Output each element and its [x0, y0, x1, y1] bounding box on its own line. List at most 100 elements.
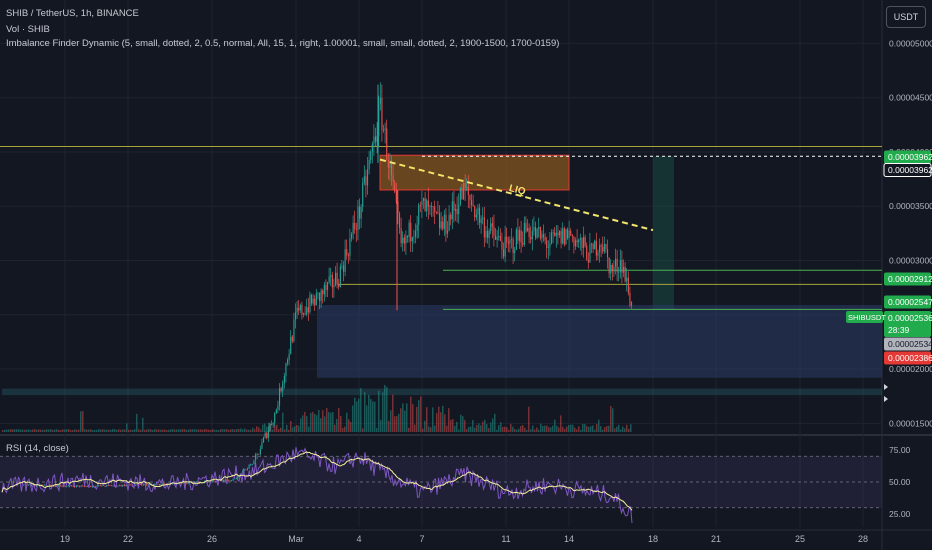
volume-bar [462, 416, 464, 432]
candle-body [408, 222, 410, 237]
candle-body [450, 214, 452, 220]
candle-body [565, 229, 567, 245]
volume-bar [472, 419, 474, 432]
candle-body [562, 228, 564, 244]
volume-bar [362, 428, 364, 432]
volume-bar [420, 396, 422, 432]
candle-body [23, 484, 25, 486]
candle-body [383, 129, 385, 131]
candle-body [107, 485, 109, 486]
time-tick-label: 4 [356, 534, 361, 544]
candle-body [91, 485, 93, 487]
volume-bar [340, 416, 342, 432]
candle-body [303, 313, 305, 315]
volume-bar [248, 429, 250, 432]
candle-body [490, 223, 492, 231]
candle-body [365, 176, 367, 186]
price-label-text: 0.00003962 [888, 152, 932, 162]
volume-bar [446, 425, 448, 432]
last-price-text: 0.00002536 [888, 313, 932, 323]
price-label-badge [884, 351, 931, 365]
volume-bar [358, 398, 360, 432]
candle-body [599, 245, 601, 253]
candle-body [491, 223, 493, 227]
time-tick-label: 11 [501, 534, 510, 544]
candle-body [493, 226, 495, 236]
candle-body [399, 213, 401, 228]
volume-bar [606, 425, 608, 432]
volume-bar [570, 424, 572, 432]
candle-body [575, 240, 577, 247]
candle-body [195, 481, 197, 483]
volume-bar [50, 429, 52, 432]
candle-body [187, 482, 189, 484]
candle-body [363, 176, 365, 183]
price-tick-label: 0.00004500 [889, 93, 932, 103]
volume-bar [588, 427, 590, 432]
candle-body [207, 481, 209, 483]
volume-bar [618, 424, 620, 432]
volume-bar [418, 400, 420, 432]
volume-bar [96, 429, 98, 432]
volume-bar [244, 428, 246, 432]
candle-body [274, 413, 276, 423]
volume-bar [552, 425, 554, 432]
candle-body [333, 285, 335, 288]
volume-bar [228, 429, 230, 432]
candle-body [237, 476, 239, 479]
candle-body [53, 485, 55, 487]
volume-bar [136, 413, 138, 432]
volume-bar [144, 429, 146, 432]
candle-body [482, 217, 484, 219]
volume-bar [270, 424, 272, 432]
volume-bar [194, 429, 196, 432]
candle-body [471, 200, 473, 205]
candle-body [392, 175, 394, 182]
axis-marker-icon [884, 384, 888, 390]
candle-body [325, 284, 327, 290]
candle-body [439, 213, 441, 229]
volume-bar [218, 429, 220, 432]
volume-bar [324, 416, 326, 432]
volume-bar [532, 425, 534, 432]
candle-body [514, 249, 516, 254]
currency-button[interactable]: USDT [886, 6, 926, 28]
volume-bar [34, 429, 36, 432]
volume-bar [422, 428, 424, 432]
candle-body [34, 484, 36, 487]
candle-body [66, 486, 68, 487]
volume-bar [176, 429, 178, 432]
candle-body [192, 481, 194, 484]
volume-bar [234, 429, 236, 432]
volume-bar [160, 429, 162, 432]
volume-bar [306, 416, 308, 432]
volume-bar [230, 429, 232, 432]
candle-body [619, 260, 621, 272]
volume-bar [624, 428, 626, 432]
volume-bar [296, 424, 298, 432]
candle-body [240, 473, 242, 476]
candle-body [295, 312, 297, 320]
volume-bar [434, 425, 436, 432]
candle-body [475, 214, 477, 218]
volume-bar [82, 411, 84, 432]
volume-bar [574, 427, 576, 432]
volume-bar [40, 429, 42, 432]
candle-body [523, 222, 525, 245]
candle-body [90, 485, 92, 487]
candle-body [434, 206, 436, 212]
candle-body [71, 485, 73, 487]
volume-bar [478, 423, 480, 432]
candle-body [411, 237, 413, 242]
volume-bar [568, 425, 570, 432]
candle-body [375, 136, 377, 142]
time-tick-label: 7 [419, 534, 424, 544]
volume-bar [376, 427, 378, 432]
volume-bar [8, 429, 10, 432]
volume-bar [212, 429, 214, 432]
candle-body [360, 206, 362, 219]
candle-body [336, 272, 338, 285]
last-price-badge [884, 311, 931, 337]
